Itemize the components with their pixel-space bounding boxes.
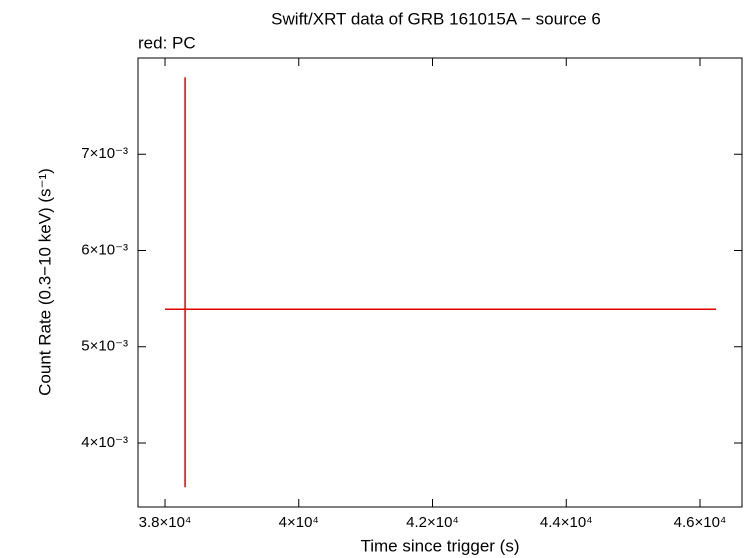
y-tick-label: 4×10⁻³ (81, 434, 128, 451)
x-tick-label: 4.4×10⁴ (540, 514, 593, 531)
y-tick-label: 7×10⁻³ (81, 145, 128, 162)
plot-frame (137, 57, 743, 508)
x-tick-label: 3.8×10⁴ (139, 514, 192, 531)
x-tick-label: 4.2×10⁴ (406, 514, 459, 531)
x-tick-label: 4.6×10⁴ (674, 514, 727, 531)
chart-title: Swift/XRT data of GRB 161015A − source 6 (271, 9, 601, 28)
y-tick-label: 5×10⁻³ (81, 338, 128, 355)
chart-subtitle: red: PC (138, 33, 196, 52)
y-axis-label: Count Rate (0.3−10 keV) (s⁻¹) (35, 168, 54, 396)
x-tick-label: 4×10⁴ (279, 514, 319, 531)
x-axis-label: Time since trigger (s) (360, 536, 519, 555)
y-tick-label: 6×10⁻³ (81, 241, 128, 258)
